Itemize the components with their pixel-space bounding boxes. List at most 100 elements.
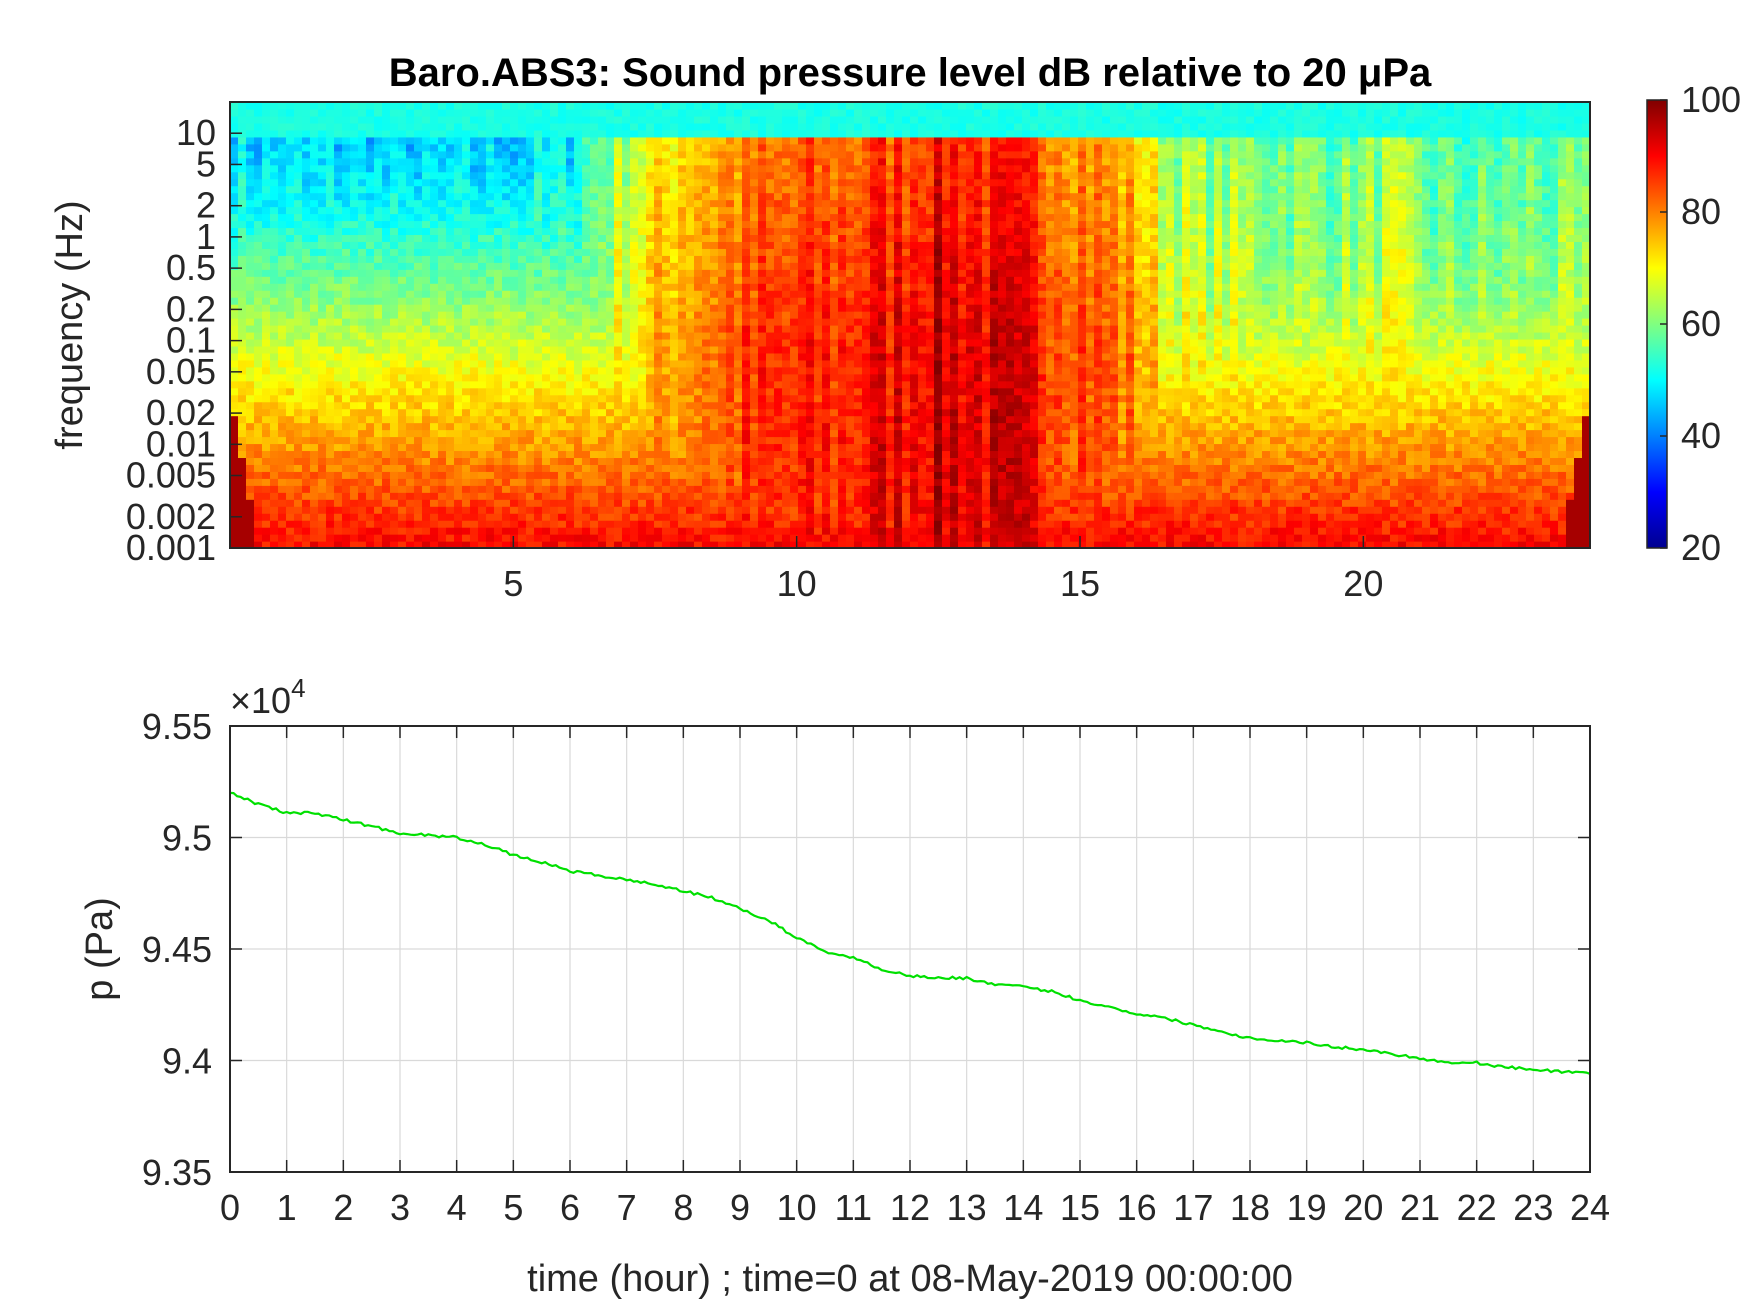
spectrogram-cell bbox=[350, 136, 359, 145]
spectrogram-cell bbox=[726, 513, 735, 521]
spectrogram-cell bbox=[718, 129, 727, 138]
spectrogram-cell bbox=[238, 122, 247, 131]
spectrogram-cell bbox=[278, 102, 287, 110]
spectrogram-cell bbox=[582, 192, 591, 201]
spectrogram-cell bbox=[374, 241, 383, 249]
spectrogram-cell bbox=[646, 443, 655, 452]
spectrogram-cell bbox=[342, 325, 351, 333]
spectrogram-cell bbox=[830, 129, 839, 138]
spectrogram-cell bbox=[742, 478, 751, 486]
spectrogram-cell bbox=[790, 513, 799, 521]
spectrogram-cell bbox=[622, 534, 631, 542]
spectrogram-cell bbox=[838, 457, 847, 465]
spectrogram-cell bbox=[438, 359, 447, 368]
spectrogram-cell bbox=[430, 157, 439, 166]
spectrogram-cell bbox=[550, 178, 559, 187]
spectrogram-cell bbox=[606, 415, 615, 424]
spectrogram-cell bbox=[310, 527, 319, 535]
spectrogram-cell bbox=[590, 143, 599, 152]
spectrogram-cell bbox=[830, 436, 839, 445]
spectrogram-cell bbox=[246, 527, 255, 535]
spectrogram-cell bbox=[390, 185, 399, 194]
spectrogram-cell bbox=[366, 108, 375, 117]
spectrogram-cell bbox=[646, 366, 655, 375]
spectrogram-cell bbox=[766, 422, 775, 431]
spectrogram-cell bbox=[590, 304, 599, 312]
spectrogram-cell bbox=[294, 436, 303, 445]
spectrogram-cell bbox=[734, 380, 743, 389]
spectrogram-cell bbox=[270, 520, 279, 528]
spectrogram-cell bbox=[822, 415, 831, 424]
spectrogram-cell bbox=[510, 492, 519, 500]
spectrogram-cell bbox=[822, 311, 831, 319]
spectrogram-cell bbox=[302, 366, 311, 375]
spectrogram-cell bbox=[694, 325, 703, 333]
spectrogram-cell bbox=[462, 380, 471, 389]
spectrogram-cell bbox=[350, 436, 359, 445]
spectrogram-cell bbox=[710, 415, 719, 424]
spectrogram-cell bbox=[822, 443, 831, 452]
spectrogram-cell bbox=[262, 178, 271, 187]
spectrogram-cell bbox=[230, 171, 239, 180]
spectrogram-cell bbox=[678, 136, 687, 145]
spectrogram-cell bbox=[710, 290, 719, 298]
spectrogram-cell bbox=[342, 108, 351, 117]
spectrogram-cell bbox=[742, 422, 751, 431]
spectrogram-cell bbox=[286, 213, 295, 222]
spectrogram-cell bbox=[390, 464, 399, 472]
spectrogram-cell bbox=[398, 248, 407, 256]
spectrogram-cell bbox=[694, 401, 703, 410]
spectrogram-cell bbox=[710, 129, 719, 138]
spectrogram-cell bbox=[566, 102, 575, 110]
spectrogram-cell bbox=[510, 394, 519, 403]
spectrogram-cell bbox=[518, 436, 527, 445]
spectrogram-cell bbox=[590, 157, 599, 166]
spectrogram-cell bbox=[494, 129, 503, 138]
spectrogram-cell bbox=[342, 185, 351, 194]
spectrogram-cell bbox=[478, 122, 487, 131]
spectrogram-cell bbox=[422, 227, 431, 236]
spectrogram-cell bbox=[822, 185, 831, 194]
spectrogram-cell bbox=[230, 213, 239, 222]
spectrogram-cell bbox=[598, 450, 607, 459]
spectrogram-cell bbox=[678, 338, 687, 347]
spectrogram-cell bbox=[670, 269, 679, 277]
spectrogram-cell bbox=[782, 290, 791, 298]
spectrogram-cell bbox=[438, 408, 447, 417]
spectrogram-cell bbox=[270, 192, 279, 201]
spectrogram-cell bbox=[302, 352, 311, 361]
spectrogram-cell bbox=[798, 325, 807, 333]
spectrogram-cell bbox=[822, 290, 831, 298]
spectrogram-cell bbox=[590, 248, 599, 256]
spectrogram-cell bbox=[438, 380, 447, 389]
spectrogram-cell bbox=[558, 143, 567, 152]
spectrogram-cell bbox=[718, 255, 727, 263]
spectrogram-cell bbox=[302, 513, 311, 521]
spectrogram-cell bbox=[542, 373, 551, 382]
spectrogram-cell bbox=[846, 387, 855, 396]
spectrogram-cell bbox=[590, 269, 599, 277]
spectrogram-cell bbox=[270, 115, 279, 124]
spectrogram-cell bbox=[286, 102, 295, 110]
spectrogram-cell bbox=[662, 359, 671, 368]
spectrogram-cell bbox=[566, 338, 575, 347]
spectrogram-cell bbox=[366, 255, 375, 263]
spectrogram-cell bbox=[814, 387, 823, 396]
spectrogram-cell bbox=[526, 527, 535, 535]
spectrogram-cell bbox=[718, 338, 727, 347]
spectrogram-cell bbox=[262, 352, 271, 361]
spectrogram-cell bbox=[318, 520, 327, 528]
spectrogram-cell bbox=[422, 304, 431, 312]
spectrogram-cell bbox=[590, 429, 599, 438]
spectrogram-cell bbox=[846, 394, 855, 403]
spectrogram-cell bbox=[422, 276, 431, 284]
spectrogram-cell bbox=[398, 227, 407, 236]
spectrogram-cell bbox=[382, 318, 391, 326]
spectrogram-cell bbox=[710, 108, 719, 117]
spectrogram-cell bbox=[670, 283, 679, 291]
spectrogram-cell bbox=[462, 394, 471, 403]
spectrogram-cell bbox=[566, 485, 575, 493]
spectrogram-cell bbox=[830, 429, 839, 438]
spectrogram-cell bbox=[646, 199, 655, 208]
spectrogram-cell bbox=[638, 387, 647, 396]
